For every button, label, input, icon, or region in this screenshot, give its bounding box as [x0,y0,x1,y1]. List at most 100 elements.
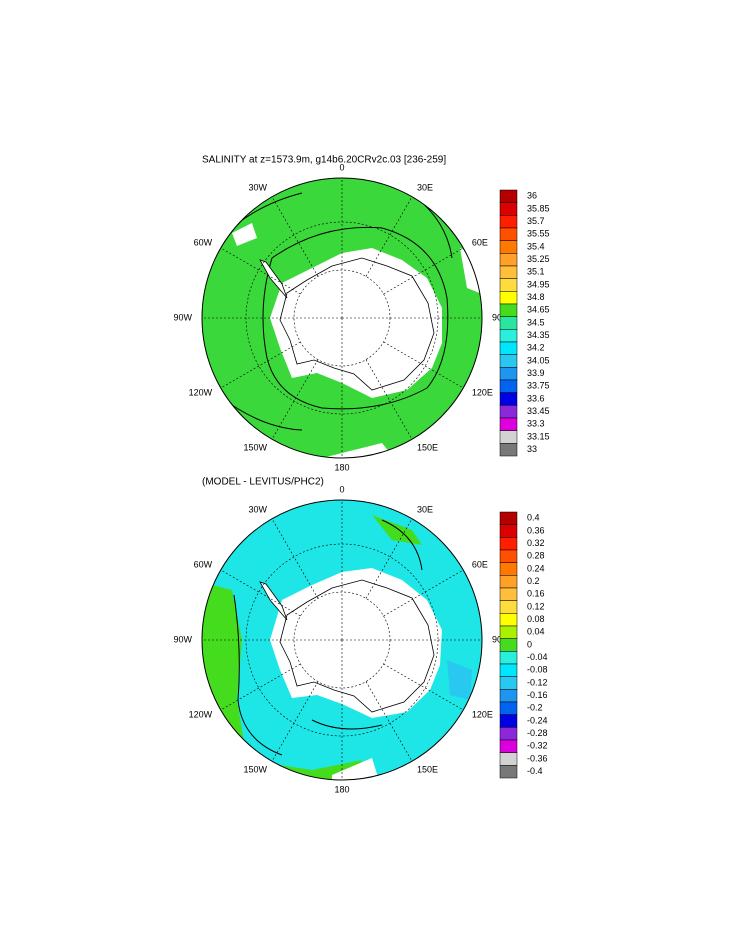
colorbar-swatch [499,676,518,690]
colorbar-label: 35.1 [527,267,545,277]
colorbar-swatch [499,316,518,330]
colorbar-label: 34.05 [527,355,550,365]
colorbar-swatch [499,379,518,393]
colorbar-swatch [499,354,518,368]
longitude-label: 90W [173,312,192,322]
longitude-label: 150W [243,442,267,452]
colorbar-swatch [499,443,518,457]
meridian [365,196,413,277]
map-layer [202,178,482,458]
colorbar-swatch [499,600,518,614]
field-region [322,443,402,458]
colorbar-label: 0.4 [527,513,540,523]
colorbar-swatch [499,511,518,525]
longitude-label: 60W [194,237,213,247]
colorbar-swatch [499,651,518,665]
colorbar-swatch [499,291,518,305]
colorbar-swatch [499,202,518,216]
longitude-label: 30W [248,182,267,192]
colorbar-label: 33.9 [527,368,545,378]
meridian [365,518,413,599]
colorbar-swatch [499,253,518,267]
meridian [383,247,464,295]
colorbar-label: 35.85 [527,203,550,213]
longitude-label: 120E [472,387,493,397]
colorbar-label: 33.45 [527,406,550,416]
colorbar-swatch [499,689,518,703]
colorbar-label: -0.16 [527,690,548,700]
colorbar-swatch [499,524,518,538]
longitude-label: 0 [339,484,344,494]
meridian [220,247,301,295]
colorbar-swatch [499,575,518,589]
longitude-label: 60E [472,237,488,247]
colorbar-label: 0.2 [527,576,540,586]
longitude-label: 150E [417,764,438,774]
colorbar-swatch [499,405,518,419]
colorbar-label: 33 [527,444,537,454]
meridian [271,681,319,762]
longitude-label: 150W [243,764,267,774]
colorbar-label: 33.75 [527,381,550,391]
map [202,178,482,458]
colorbar-label: 34.2 [527,343,545,353]
colorbar-label: -0.04 [527,652,548,662]
colorbar-label: -0.08 [527,665,548,675]
colorbar-swatch [499,714,518,728]
colorbar-label: 0.32 [527,538,545,548]
colorbar-swatch [499,240,518,254]
colorbar-label: 35.25 [527,254,550,264]
antarctica [259,579,435,713]
longitude-label: 30E [417,504,433,514]
colorbar-swatch [499,701,518,715]
colorbar-label: 34.95 [527,279,550,289]
longitude-label: 30E [417,182,433,192]
colorbar-label: 0.04 [527,627,545,637]
colorbar-swatch [499,727,518,741]
colorbar-swatch [499,430,518,444]
colorbar-swatch [499,765,518,779]
colorbar-swatch [499,613,518,627]
colorbar-label: 34.35 [527,330,550,340]
colorbar-label: 0 [527,639,532,649]
colorbar-swatch [499,752,518,766]
longitude-label: 30W [248,504,267,514]
antarctica [259,257,435,391]
longitude-label: 180 [334,784,349,794]
map-border [201,499,483,781]
meridian [220,341,301,389]
longitude-label: 150E [417,442,438,452]
colorbar-label: 33.15 [527,431,550,441]
colorbar-label: -0.12 [527,677,548,687]
colorbar-label: -0.32 [527,741,548,751]
map-border [201,177,483,459]
contour [202,192,453,431]
colorbar-label: 33.3 [527,419,545,429]
colorbar-swatch [499,189,518,203]
colorbar-label: -0.28 [527,728,548,738]
colorbar-label: 0.24 [527,563,545,573]
meridian [365,681,413,762]
colorbar-swatch [499,587,518,601]
colorbar-swatch [499,537,518,551]
longitude-label: 90W [173,634,192,644]
panel-title: (MODEL - LEVITUS/PHC2) [202,477,324,488]
colorbar-label: -0.4 [527,766,543,776]
longitude-label: 0 [339,162,344,172]
field-region [332,758,382,780]
colorbar-swatch [499,625,518,639]
longitude-label: 120E [472,709,493,719]
colorbar-swatch [499,638,518,652]
field-region [232,223,257,246]
meridian [383,663,464,711]
longitude-label: 60W [194,559,213,569]
colorbar-swatch [499,265,518,279]
colorbar-label: 34.65 [527,305,550,315]
colorbar-swatch [499,417,518,431]
colorbar-swatch [499,663,518,677]
meridian [383,341,464,389]
map [202,500,482,780]
longitude-label: 180 [334,462,349,472]
colorbar-label: 34.8 [527,292,545,302]
